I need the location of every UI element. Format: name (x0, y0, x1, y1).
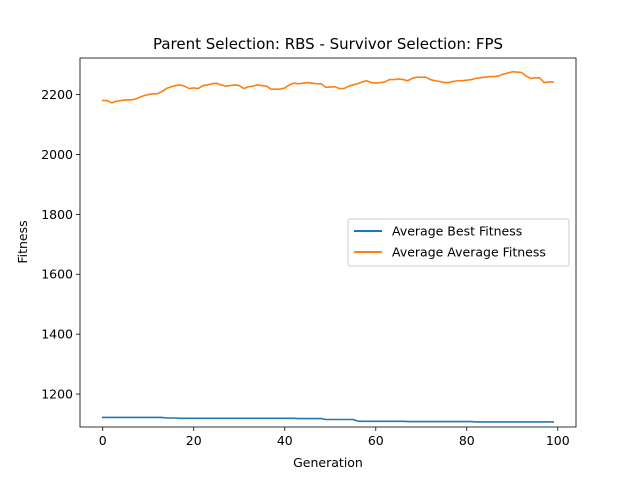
x-tick-label: 40 (277, 433, 293, 448)
y-axis-ticks: 1200 1400 1600 1800 2000 2200 (41, 87, 80, 402)
x-tick-label: 100 (546, 433, 570, 448)
y-tick-label: 2200 (41, 87, 73, 102)
y-axis-label: Fitness (15, 220, 30, 263)
legend-label-best: Average Best Fitness (392, 224, 522, 239)
x-tick-label: 20 (186, 433, 202, 448)
y-tick-label: 1400 (41, 327, 73, 342)
x-tick-label: 80 (459, 433, 475, 448)
legend: Average Best Fitness Average Average Fit… (347, 218, 570, 267)
plot-frame (79, 57, 577, 428)
series-line-0 (101, 416, 555, 423)
y-tick-label: 2000 (41, 147, 73, 162)
legend-box (347, 218, 570, 267)
chart-title: Parent Selection: RBS - Survivor Selecti… (153, 35, 503, 53)
y-tick-label: 1600 (41, 267, 73, 282)
series-line-1 (101, 70, 555, 104)
x-tick-label: 0 (99, 433, 107, 448)
x-axis-label: Generation (293, 455, 363, 470)
x-tick-label: 60 (368, 433, 384, 448)
x-axis-ticks: 0 20 40 60 80 100 (99, 427, 570, 448)
y-tick-label: 1200 (41, 387, 73, 402)
y-tick-label: 1800 (41, 207, 73, 222)
series-layer (101, 70, 555, 423)
legend-label-average: Average Average Fitness (392, 245, 546, 260)
